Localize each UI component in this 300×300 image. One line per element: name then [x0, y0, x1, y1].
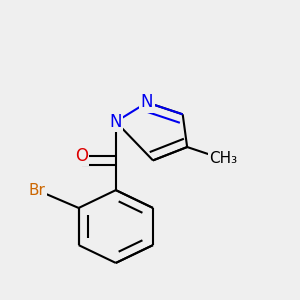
Text: O: O — [75, 147, 88, 165]
Text: CH₃: CH₃ — [209, 152, 237, 166]
Text: N: N — [110, 113, 122, 131]
Text: Br: Br — [28, 183, 46, 198]
Text: N: N — [141, 93, 153, 111]
